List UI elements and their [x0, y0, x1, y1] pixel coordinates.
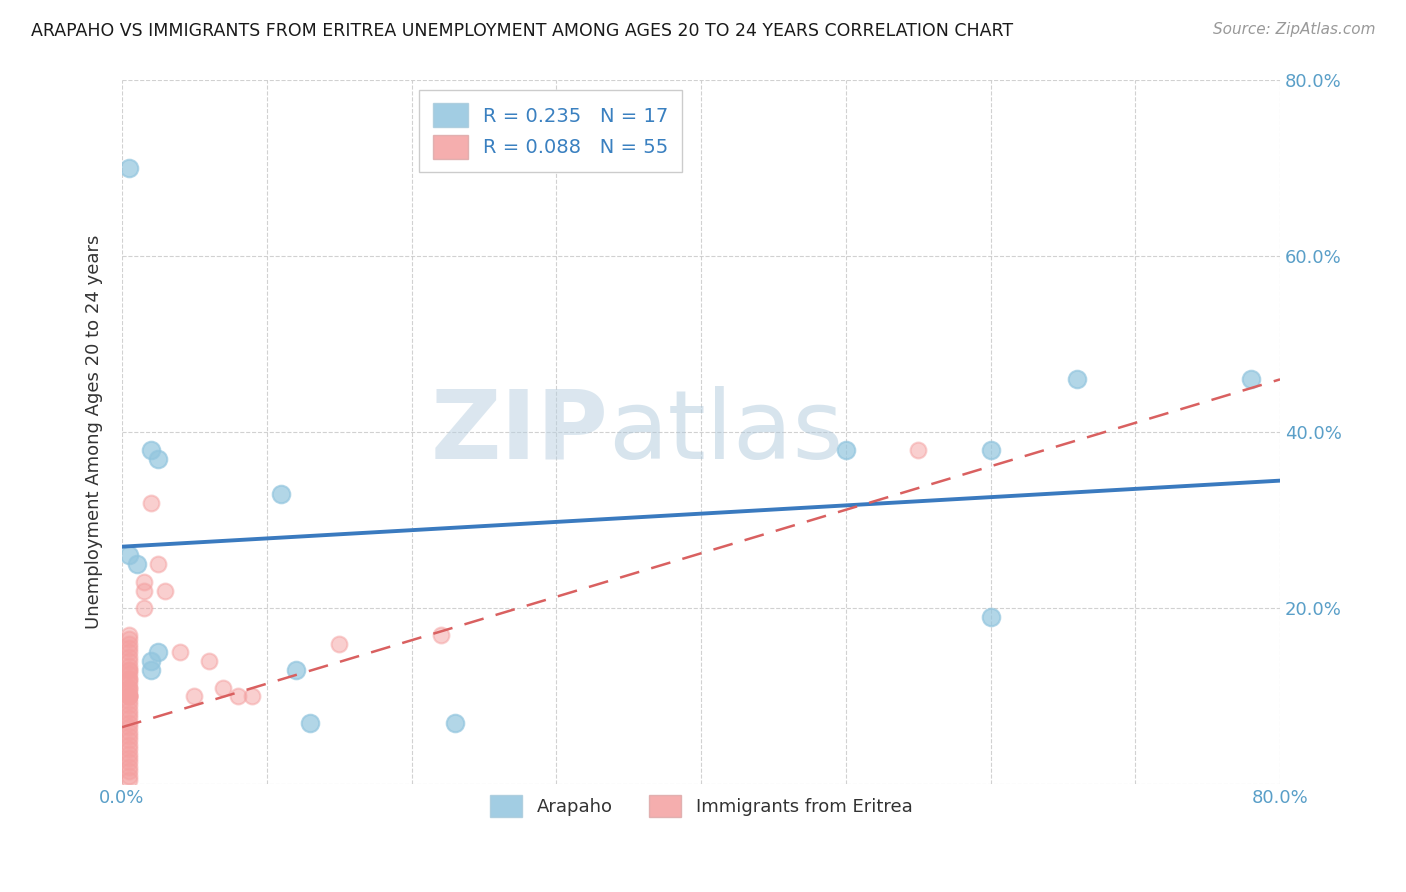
- Point: [118, 720, 141, 734]
- Point: [118, 645, 141, 659]
- Point: [284, 663, 307, 677]
- Point: [139, 654, 162, 668]
- Point: [118, 690, 141, 704]
- Point: [118, 706, 141, 721]
- Point: [118, 549, 141, 563]
- Point: [118, 733, 141, 747]
- Point: [118, 161, 141, 175]
- Point: [118, 658, 141, 673]
- Point: [183, 690, 205, 704]
- Point: [148, 558, 170, 572]
- Point: [429, 628, 451, 642]
- Point: [118, 729, 141, 743]
- Point: [118, 685, 141, 699]
- Point: [118, 690, 141, 704]
- Point: [1240, 372, 1263, 386]
- Point: [132, 574, 155, 589]
- Legend: Arapaho, Immigrants from Eritrea: Arapaho, Immigrants from Eritrea: [482, 789, 920, 825]
- Point: [118, 694, 141, 708]
- Point: [980, 442, 1002, 457]
- Point: [980, 610, 1002, 624]
- Point: [118, 711, 141, 725]
- Point: [118, 738, 141, 752]
- Point: [118, 760, 141, 774]
- Point: [1066, 372, 1088, 386]
- Point: [118, 690, 141, 704]
- Point: [118, 649, 141, 664]
- Point: [118, 663, 141, 677]
- Point: [118, 702, 141, 716]
- Point: [148, 645, 170, 659]
- Point: [118, 636, 141, 650]
- Point: [118, 698, 141, 713]
- Point: [118, 654, 141, 668]
- Point: [118, 769, 141, 783]
- Point: [212, 681, 235, 695]
- Text: atlas: atlas: [609, 385, 844, 479]
- Point: [118, 628, 141, 642]
- Point: [118, 747, 141, 761]
- Point: [299, 715, 322, 730]
- Point: [139, 496, 162, 510]
- Point: [155, 583, 177, 598]
- Point: [132, 583, 155, 598]
- Point: [328, 636, 350, 650]
- Point: [118, 672, 141, 686]
- Point: [118, 764, 141, 779]
- Text: ZIP: ZIP: [430, 385, 609, 479]
- Y-axis label: Unemployment Among Ages 20 to 24 years: Unemployment Among Ages 20 to 24 years: [86, 235, 103, 630]
- Point: [118, 681, 141, 695]
- Point: [118, 715, 141, 730]
- Point: [907, 442, 929, 457]
- Point: [118, 756, 141, 770]
- Point: [118, 640, 141, 655]
- Point: [139, 442, 162, 457]
- Point: [139, 663, 162, 677]
- Point: [118, 751, 141, 765]
- Point: [835, 442, 858, 457]
- Point: [118, 724, 141, 739]
- Point: [132, 601, 155, 615]
- Point: [118, 690, 141, 704]
- Point: [169, 645, 191, 659]
- Point: [270, 487, 292, 501]
- Point: [118, 742, 141, 756]
- Point: [240, 690, 263, 704]
- Point: [118, 632, 141, 647]
- Point: [125, 558, 148, 572]
- Point: [118, 672, 141, 686]
- Point: [444, 715, 467, 730]
- Point: [118, 663, 141, 677]
- Text: ARAPAHO VS IMMIGRANTS FROM ERITREA UNEMPLOYMENT AMONG AGES 20 TO 24 YEARS CORREL: ARAPAHO VS IMMIGRANTS FROM ERITREA UNEMP…: [31, 22, 1014, 40]
- Point: [148, 451, 170, 466]
- Text: Source: ZipAtlas.com: Source: ZipAtlas.com: [1212, 22, 1375, 37]
- Point: [118, 676, 141, 690]
- Point: [118, 667, 141, 681]
- Point: [118, 681, 141, 695]
- Point: [198, 654, 221, 668]
- Point: [118, 772, 141, 787]
- Point: [226, 690, 249, 704]
